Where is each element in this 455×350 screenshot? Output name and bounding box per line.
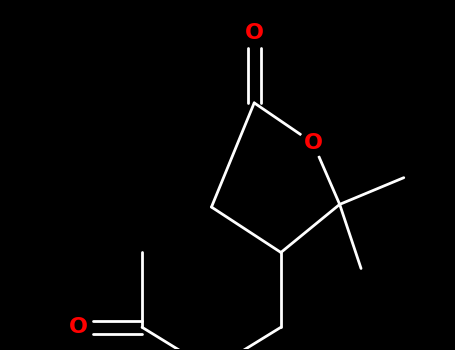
- Text: O: O: [303, 133, 323, 153]
- Circle shape: [65, 314, 91, 341]
- Text: O: O: [68, 317, 87, 337]
- Circle shape: [299, 130, 326, 156]
- Text: O: O: [245, 23, 264, 43]
- Circle shape: [241, 20, 268, 47]
